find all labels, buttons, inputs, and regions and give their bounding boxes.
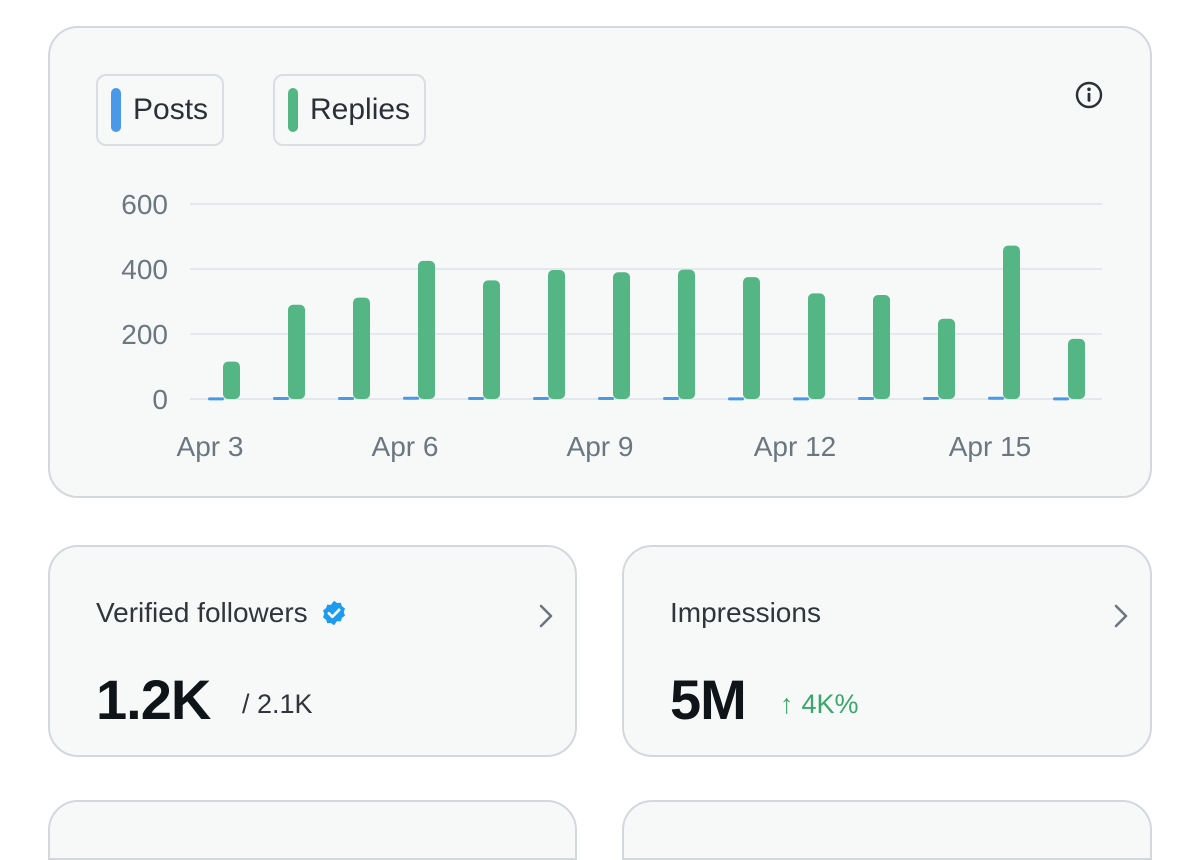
chevron-right-icon[interactable] (1112, 603, 1130, 629)
impressions-change-value: 4K% (801, 689, 859, 719)
x-tick-label: Apr 12 (754, 431, 837, 462)
bar-posts[interactable] (338, 397, 354, 401)
bar-replies[interactable] (548, 269, 565, 399)
activity-chart-card: Posts Replies 600 400 200 0 Apr 3 Apr 6 Apr 9 A… (48, 26, 1152, 498)
impressions-title: Impressions (670, 597, 821, 629)
posts-swatch (111, 88, 121, 132)
bar-posts[interactable] (858, 397, 874, 401)
bar-posts[interactable] (273, 397, 289, 401)
bar-posts[interactable] (208, 397, 224, 401)
chevron-right-icon[interactable] (537, 603, 555, 629)
x-tick-label: Apr 15 (949, 431, 1032, 462)
bar-replies[interactable] (483, 280, 500, 399)
bar-posts[interactable] (923, 397, 939, 401)
bar-replies[interactable] (223, 361, 240, 399)
legend-posts-toggle[interactable]: Posts (96, 74, 225, 146)
y-tick-label: 600 (121, 189, 168, 220)
bar-replies[interactable] (873, 295, 890, 399)
bar-posts[interactable] (793, 397, 809, 401)
bar-posts[interactable] (728, 397, 744, 401)
verified-badge-icon (322, 600, 345, 626)
impressions-card[interactable]: Impressions 5M ↑ 4K% (622, 545, 1152, 757)
x-tick-label: Apr 6 (372, 431, 439, 462)
bar-replies[interactable] (1068, 338, 1085, 399)
verified-followers-label: Verified followers (96, 597, 308, 628)
bar-replies[interactable] (613, 272, 630, 399)
bar-replies[interactable] (288, 304, 305, 399)
verified-followers-title: Verified followers (96, 597, 348, 629)
x-tick-label: Apr 3 (177, 431, 244, 462)
x-tick-label: Apr 9 (567, 431, 634, 462)
y-tick-label: 0 (152, 384, 168, 415)
total-followers: / 2.1K (242, 689, 313, 719)
bar-posts[interactable] (468, 397, 484, 401)
bar-posts[interactable] (663, 397, 679, 401)
bar-replies[interactable] (808, 293, 825, 399)
bar-replies[interactable] (1003, 245, 1020, 399)
bar-posts[interactable] (403, 396, 419, 400)
impressions-label: Impressions (670, 597, 821, 628)
bar-replies[interactable] (938, 318, 955, 399)
bar-replies[interactable] (678, 269, 695, 399)
bar-posts[interactable] (988, 396, 1004, 400)
bar-replies[interactable] (353, 297, 370, 399)
replies-swatch (288, 88, 298, 132)
bar-replies[interactable] (418, 260, 435, 399)
next-metric-card-left (48, 800, 577, 860)
legend-replies-label: Replies (310, 93, 411, 126)
legend-replies-toggle[interactable]: Replies (273, 74, 427, 146)
up-arrow-icon: ↑ (780, 689, 794, 719)
bar-posts[interactable] (533, 397, 549, 401)
impressions-value: 5M (670, 668, 747, 731)
y-tick-label: 200 (121, 319, 168, 350)
verified-followers-card[interactable]: Verified followers 1.2K / 2.1K (48, 545, 577, 757)
bar-posts[interactable] (1053, 397, 1069, 401)
bar-replies[interactable] (743, 277, 760, 399)
bar-posts[interactable] (598, 397, 614, 401)
next-metric-card-right (622, 800, 1152, 860)
verified-followers-value: 1.2K (96, 668, 211, 731)
legend-posts-label: Posts (133, 93, 209, 126)
impressions-change: ↑ 4K% (780, 689, 859, 720)
bar-chart: 600 400 200 0 Apr 3 Apr 6 Apr 9 Apr 12 Apr 15 (121, 189, 1102, 462)
info-icon[interactable] (1074, 80, 1104, 110)
y-tick-label: 400 (121, 254, 168, 285)
